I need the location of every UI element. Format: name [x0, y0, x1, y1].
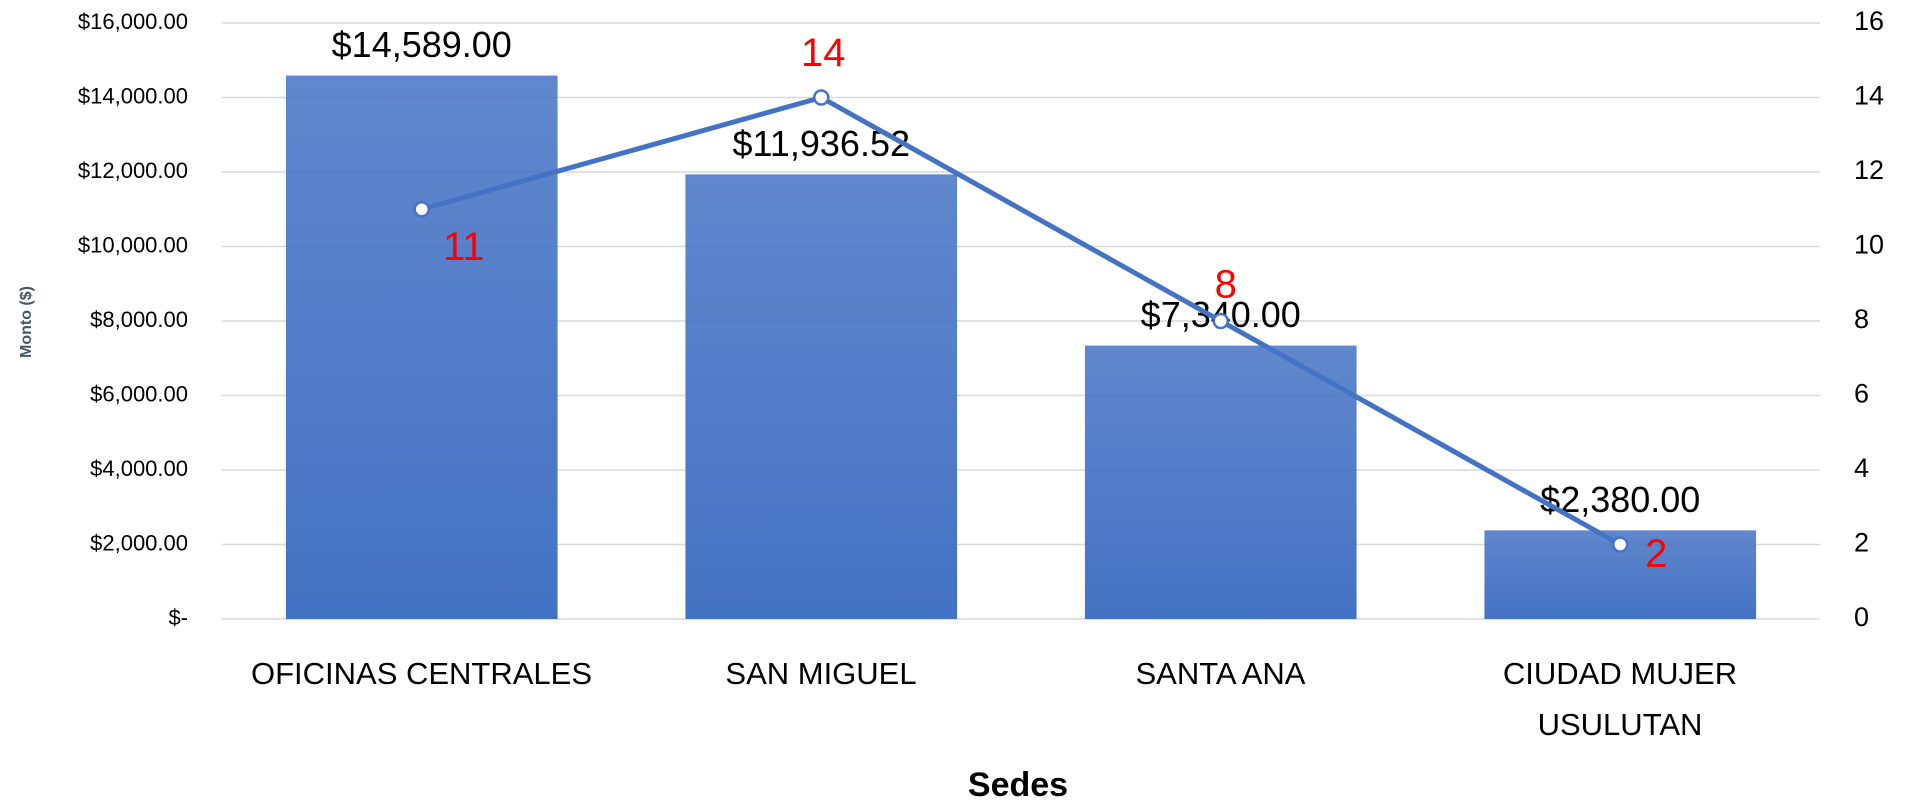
bar-value-label: $14,589.00 [332, 24, 512, 65]
y-tick-label: $12,000.00 [78, 158, 188, 183]
y-tick-label: $2,000.00 [90, 530, 188, 555]
y-tick-label: $6,000.00 [90, 381, 188, 406]
y2-tick-label: 6 [1854, 379, 1869, 409]
line-marker [814, 91, 828, 105]
bar-value-label: $11,936.52 [732, 123, 910, 164]
line-marker [1214, 314, 1228, 328]
bar [685, 174, 957, 619]
y2-tick-label: 0 [1854, 602, 1869, 632]
x-tick-label: OFICINAS CENTRALES [222, 648, 621, 699]
y2-tick-label: 16 [1854, 6, 1884, 36]
y-tick-label: $- [168, 605, 188, 630]
y-tick-label: $10,000.00 [78, 232, 188, 257]
bar [1085, 346, 1357, 619]
line-value-label: 11 [443, 225, 485, 269]
x-tick-label: SAN MIGUEL [622, 648, 1021, 699]
y-axis-title: Monto ($) [18, 286, 35, 358]
line-value-label: 14 [801, 31, 846, 75]
line-value-label: 2 [1645, 532, 1667, 576]
y2-tick-label: 10 [1854, 230, 1884, 260]
y-tick-label: $4,000.00 [90, 456, 188, 481]
y-tick-label: $16,000.00 [78, 9, 188, 34]
chart-page: Sedes Monto ($) $- $2,000.00 $4,000.00 $6,0… [0, 0, 1906, 805]
y2-tick-label: 2 [1854, 528, 1869, 558]
x-axis-title: Sedes [968, 766, 1068, 804]
line-marker [415, 202, 429, 216]
line-value-label: 8 [1215, 263, 1237, 307]
bar [286, 76, 558, 619]
y2-tick-label: 14 [1854, 81, 1884, 111]
y2-tick-label: 12 [1854, 155, 1884, 185]
y-tick-label: $8,000.00 [90, 307, 188, 332]
line-marker [1613, 538, 1627, 552]
x-tick-label: CIUDAD MUJER USULUTAN [1421, 648, 1820, 750]
y2-tick-label: 4 [1854, 453, 1869, 483]
x-tick-label: SANTA ANA [1021, 648, 1420, 699]
y-tick-label: $14,000.00 [78, 83, 188, 108]
y2-tick-label: 8 [1854, 304, 1869, 334]
